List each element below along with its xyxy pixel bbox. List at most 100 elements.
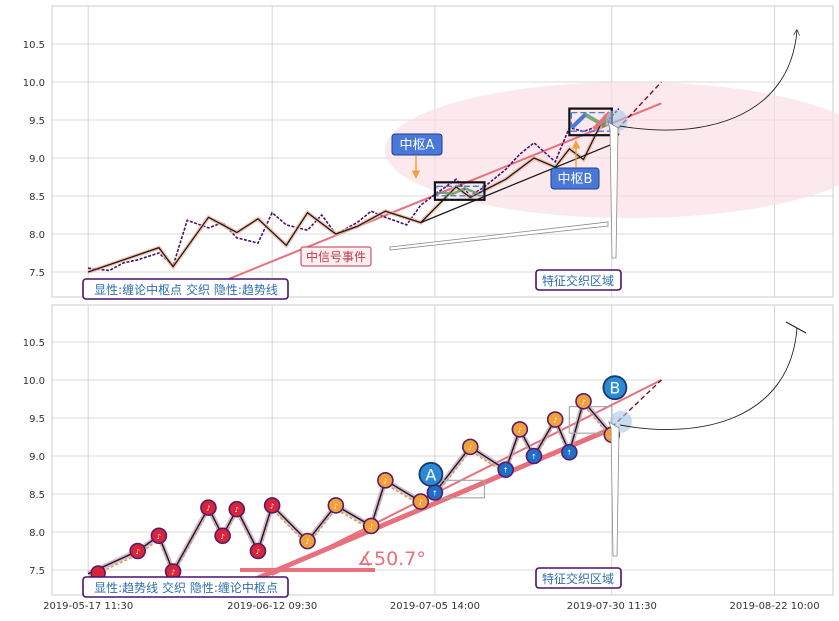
top-legend-text: 显性:缠论中枢点 交织 隐性:趋势线 [94, 282, 278, 297]
stroke-point-glyph: ♪ [220, 533, 224, 541]
y-tick-label: 10.5 [23, 40, 45, 51]
y-tick-label: 9.0 [29, 452, 45, 463]
stroke-point-glyph: ↑ [531, 453, 537, 461]
stroke-point-marker [249, 542, 267, 560]
stroke-line [87, 114, 620, 273]
stroke-point-marker [228, 500, 246, 518]
top-series-layer [87, 81, 662, 289]
top-feature-region-box [535, 269, 622, 291]
stroke-point-marker [461, 438, 479, 456]
stroke-point-glyph: ♪ [235, 506, 239, 514]
zhongshu-a-label-box [391, 133, 443, 156]
bottom-curved-arrow [619, 327, 798, 430]
zhongshu-b-label-group: 中枢B [550, 140, 600, 190]
bottom-trend-thick [255, 426, 615, 581]
signal-event-arrow [389, 221, 609, 251]
signal-event-box [300, 246, 372, 267]
zhongshu-point-label: B [609, 379, 620, 398]
stroke-point-marker [299, 532, 316, 550]
top-curved-arrow [619, 30, 797, 131]
stroke-point-marker [497, 461, 514, 478]
stroke-point-glyph: ♪ [581, 398, 585, 406]
stroke-point-marker [214, 527, 231, 545]
stroke-point-marker [412, 493, 430, 510]
bottom-feature-region-box [535, 567, 622, 589]
x-tick-label: 2019-05-17 11:30 [43, 601, 133, 612]
bottom-feature-pointer [608, 421, 620, 557]
y-tick-label: 8.5 [29, 192, 45, 203]
y-tick-label: 10.5 [23, 338, 45, 349]
price-line [88, 108, 620, 272]
stroke-point-marker [200, 499, 217, 516]
y-tick-label: 10.0 [23, 78, 45, 89]
zhongshu-b-blue-stroke [570, 113, 587, 129]
bottom-panel: 7.5 8.0 8.5 9.0 9.5 10.0 10.5 2019-05-17 11:30… [23, 304, 834, 612]
stroke-point-marker [525, 447, 543, 465]
y-tick-label: 8.0 [29, 230, 45, 241]
bottom-grid [52, 305, 833, 595]
bottom-legend-box [82, 576, 289, 598]
stroke-point-marker [263, 497, 281, 514]
bottom-feature-region-label: 特征交织区域 [542, 571, 614, 586]
stroke-point-marker [575, 392, 592, 410]
zhongshu-point-b [602, 375, 628, 401]
bottom-legend-text: 显性:趋势线 交织 隐性:缠论中枢点 [94, 580, 278, 595]
x-tick-label: 2019-06-12 09:30 [227, 601, 317, 612]
top-panel: 7.5 8.0 8.5 9.0 9.5 10.0 10.5 中枢A 中枢B 中信号事件 特征… [23, 5, 839, 300]
y-tick-label: 7.5 [29, 268, 45, 279]
zhongshu-b-label-box [550, 167, 600, 190]
zhongshu-point-label: A [425, 465, 436, 484]
stroke-point-marker [546, 411, 564, 428]
bottom-y-axis: 7.5 8.0 8.5 9.0 9.5 10.0 10.5 [23, 338, 45, 577]
bottom-curved-arrow-head [785, 321, 807, 334]
support-line [420, 143, 613, 224]
stroke-point-marker [327, 497, 345, 514]
stroke-point-marker [511, 421, 529, 438]
zhongshu-point-a [418, 461, 444, 487]
stroke-point-glyph: ♪ [171, 569, 175, 577]
stroke-point-glyph: ♪ [270, 502, 274, 510]
stroke-point-glyph: ♪ [206, 505, 210, 513]
y-tick-label: 10.0 [23, 376, 45, 387]
x-tick-label: 2019-07-05 14:00 [390, 601, 480, 612]
stroke-point-glyph: ♪ [157, 533, 161, 541]
stroke-point-glyph: ↑ [566, 449, 572, 457]
stroke-point-glyph: ↑ [432, 489, 438, 497]
stroke-point-marker [150, 527, 168, 545]
y-tick-label: 7.5 [29, 566, 45, 577]
top-feature-region-label: 特征交织区域 [542, 273, 614, 288]
stroke-point-marker [362, 517, 380, 535]
top-y-axis: 7.5 8.0 8.5 9.0 9.5 10.0 10.5 [23, 40, 45, 279]
bottom-plot-frame [51, 304, 834, 596]
stroke-point-glyph: ♪ [369, 523, 373, 531]
stroke-point-marker [561, 443, 578, 461]
stroke-point-glyph: ♪ [256, 548, 260, 556]
top-legend-box [82, 278, 289, 300]
zhongshu-a-label-group: 中枢A [391, 133, 443, 179]
stroke-point-glyph: ♪ [553, 417, 557, 425]
y-tick-label: 9.0 [29, 154, 45, 165]
zhongshu-box [433, 181, 486, 201]
stroke-point-glyph: ♪ [518, 426, 522, 434]
stroke-point-marker [129, 542, 146, 560]
y-tick-label: 8.0 [29, 528, 45, 539]
x-tick-label: 2019-08-22 10:00 [730, 601, 820, 612]
zhongshu-b-label: 中枢B [558, 172, 593, 187]
zhongshu-inner-box [436, 185, 484, 197]
angle-annotation: ∡50.7° [357, 548, 426, 570]
top-feature-pointer [607, 121, 619, 259]
stroke-point-glyph: ♪ [135, 548, 139, 556]
stroke-point-glyph: ♪ [334, 502, 338, 510]
stroke-point-marker [377, 472, 394, 489]
stroke-point-glyph: ↑ [503, 467, 509, 475]
stroke-point-glyph: ♪ [305, 538, 309, 546]
y-tick-label: 8.5 [29, 490, 45, 501]
signal-event-label: 中信号事件 [306, 249, 366, 264]
stroke-point-glyph: ♪ [468, 444, 472, 452]
y-tick-label: 9.5 [29, 116, 45, 127]
zhongshu-a-strokes [438, 186, 479, 196]
stroke-point-glyph: ♪ [419, 499, 423, 507]
bottom-series-layer: ♪♪♪♪♪♪♪♪♪♪♪♪♪↑♪↑♪↑♪↑♪♪AB [87, 375, 662, 581]
